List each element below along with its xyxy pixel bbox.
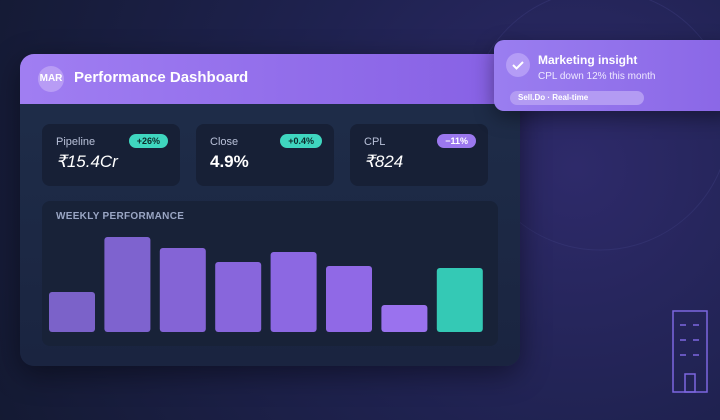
bar	[104, 237, 151, 332]
kpi-label: Pipeline	[56, 136, 96, 148]
tag: Sell.Do · Real-time	[510, 91, 644, 105]
bar	[436, 268, 483, 332]
kpi-card: Close 4.9% +0.4%	[196, 124, 334, 186]
title: Performance Dashboard	[74, 69, 249, 86]
kpi-badge: +26%	[128, 134, 168, 148]
kpi-value: ₹15.4Cr	[56, 152, 118, 171]
chart-panel: WEEKLY PERFORMANCE	[42, 201, 498, 346]
kpi-badge: +0.4%	[280, 134, 322, 148]
notification-title: Marketing insight	[538, 53, 638, 67]
kpi-label: CPL	[364, 136, 386, 148]
kpi-label: Close	[210, 136, 239, 148]
bar	[215, 262, 262, 332]
kpi-value: ₹824	[364, 152, 404, 171]
bar	[326, 266, 372, 332]
avatar: MAR	[38, 66, 64, 92]
bar	[49, 292, 95, 332]
notification-text: CPL down 12% this month	[538, 71, 656, 82]
chart-title: WEEKLY PERFORMANCE	[56, 211, 185, 222]
header: MAR Performance Dashboard	[20, 54, 520, 104]
check-icon	[506, 53, 530, 77]
dashboard-card: MAR Performance Dashboard Pipeline ₹15.4…	[20, 54, 520, 366]
kpi-badge: −11%	[437, 134, 476, 148]
notification: Marketing insight CPL down 12% this mont…	[494, 40, 720, 111]
bar	[381, 305, 428, 332]
kpi-card: Pipeline ₹15.4Cr +26%	[42, 124, 180, 186]
bar-chart	[49, 237, 483, 332]
bar	[159, 248, 206, 332]
kpi-card: CPL ₹824 −11%	[350, 124, 488, 186]
kpi-value: 4.9%	[210, 152, 249, 171]
bar	[270, 252, 317, 332]
